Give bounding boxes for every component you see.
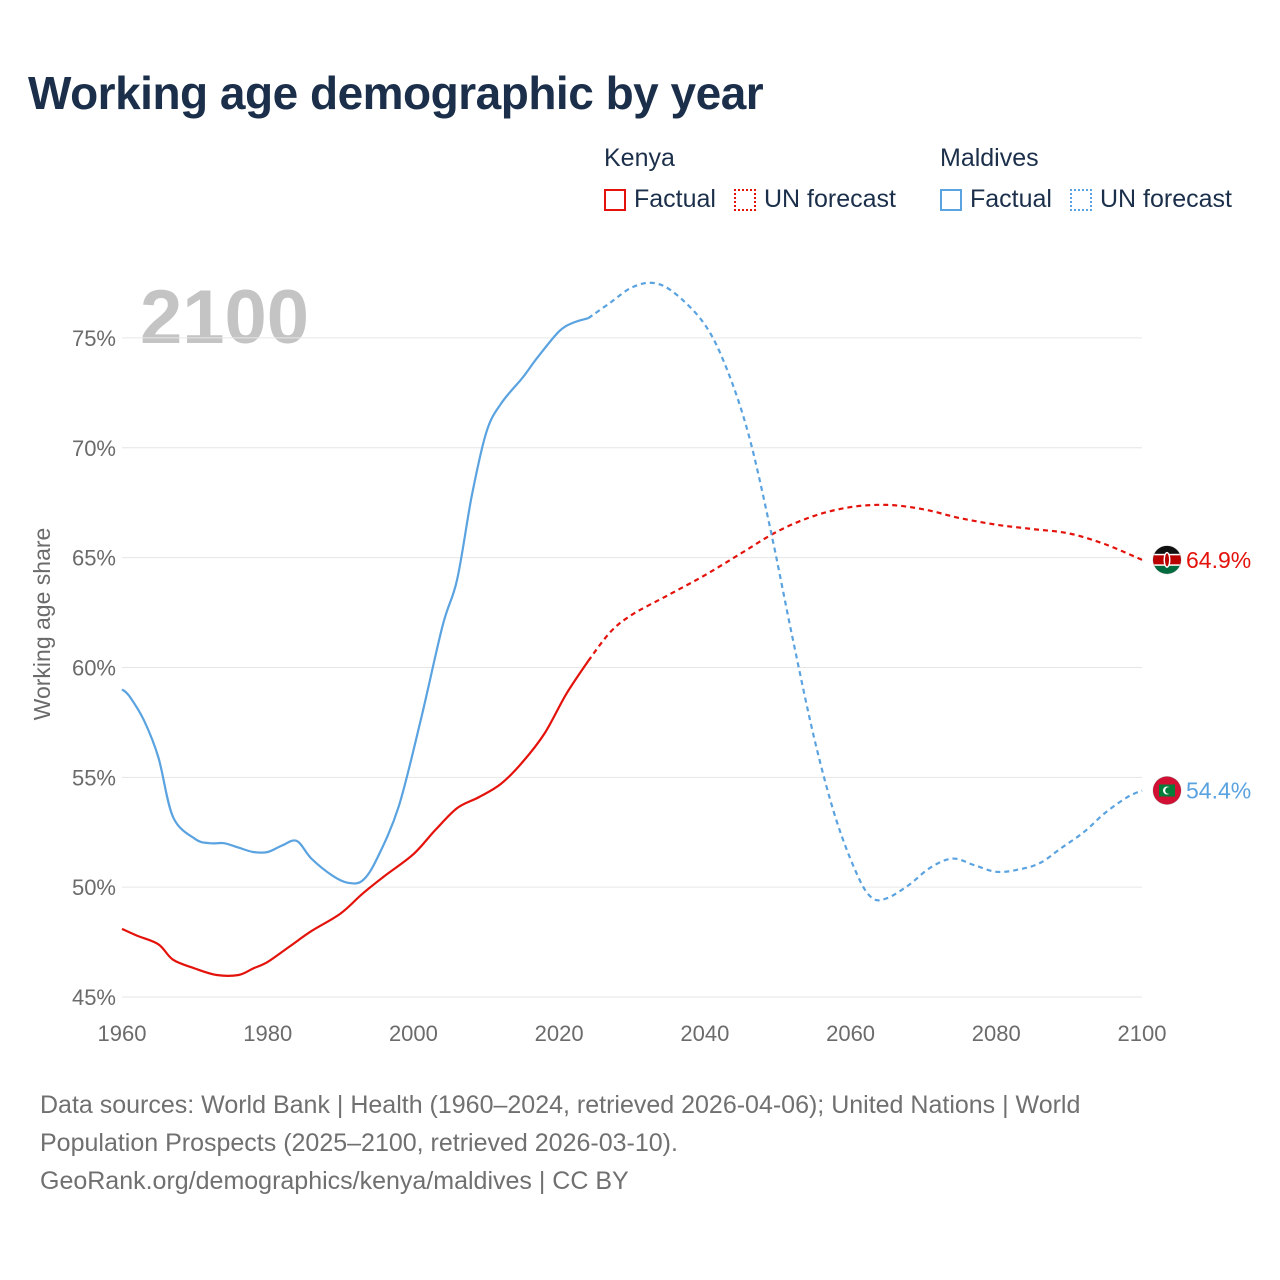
- x-tick-label-1980: 1980: [243, 1021, 292, 1046]
- legend-kenya-factual[interactable]: Factual: [604, 185, 716, 214]
- legend-maldives: Maldives Factual UN forecast: [940, 144, 1250, 214]
- footer-source-line-1: Data sources: World Bank | Health (1960–…: [40, 1091, 1081, 1119]
- kenya-forecast-line: [587, 503, 1143, 662]
- y-tick-label-70: 70%: [72, 436, 116, 461]
- chart-title: Working age demographic by year: [28, 67, 764, 119]
- footer-source-line-2: Population Prospects (2025–2100, retriev…: [40, 1129, 678, 1157]
- footer-attribution: GeoRank.org/demographics/kenya/maldives …: [40, 1167, 629, 1195]
- footer: Data sources: World Bank | Health (1960–…: [40, 1086, 1240, 1200]
- legend-maldives-factual-swatch: [940, 188, 962, 211]
- legend-kenya-factual-swatch: [604, 188, 626, 211]
- legend-kenya-forecast-label: UN forecast: [763, 185, 896, 213]
- legend-kenya-forecast[interactable]: UN forecast: [733, 185, 896, 214]
- legend-maldives-forecast[interactable]: UN forecast: [1069, 185, 1232, 214]
- y-tick-label-60: 60%: [72, 655, 116, 680]
- legend-maldives-factual[interactable]: Factual: [940, 185, 1052, 214]
- y-tick-label-55: 55%: [72, 765, 116, 790]
- legend-maldives-heading: Maldives: [940, 144, 1039, 172]
- legend-maldives-factual-label: Factual: [970, 185, 1052, 213]
- x-tick-label-2020: 2020: [535, 1021, 584, 1046]
- year-label: 2100: [140, 275, 309, 360]
- maldives-forecast-line: [587, 281, 1143, 902]
- x-tick-label-2060: 2060: [826, 1021, 875, 1046]
- legend-maldives-forecast-swatch: [1069, 188, 1092, 211]
- legend-maldives-forecast-label: UN forecast: [1099, 185, 1232, 213]
- maldives-flag-icon: [1152, 776, 1182, 805]
- maldives-factual-line: [121, 317, 589, 885]
- y-tick-label-45: 45%: [72, 985, 116, 1010]
- kenya-end-value-label: 64.9%: [1186, 547, 1251, 573]
- y-tick-label-75: 75%: [72, 326, 116, 351]
- y-tick-label-65: 65%: [72, 546, 116, 571]
- x-tick-label-2080: 2080: [972, 1021, 1021, 1046]
- x-tick-label-2100: 2100: [1118, 1021, 1167, 1046]
- maldives-end-value-label: 54.4%: [1186, 778, 1251, 804]
- y-axis-label: Working age share: [29, 528, 55, 721]
- legend-kenya: Kenya Factual UN forecast: [604, 144, 914, 214]
- y-tick-label-50: 50%: [72, 875, 116, 900]
- kenya-flag-icon: [1152, 545, 1182, 575]
- x-tick-label-2000: 2000: [389, 1021, 438, 1046]
- legend-kenya-heading: Kenya: [604, 144, 675, 172]
- kenya-factual-line: [121, 660, 590, 977]
- x-tick-label-2040: 2040: [680, 1021, 729, 1046]
- legend-kenya-factual-label: Factual: [634, 185, 716, 213]
- x-tick-label-1960: 1960: [98, 1021, 147, 1046]
- legend-kenya-forecast-swatch: [733, 188, 756, 211]
